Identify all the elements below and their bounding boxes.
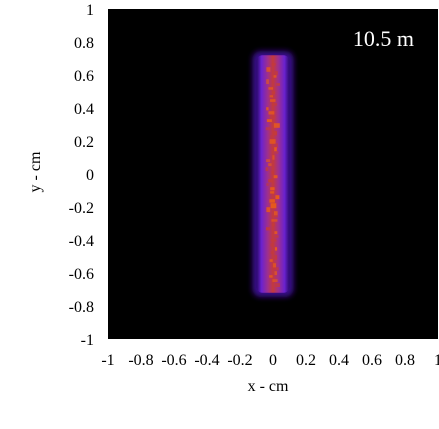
y-tick-label: 1 bbox=[86, 2, 94, 19]
x-tick-label: 0.8 bbox=[395, 352, 415, 369]
y-tick-labels: -1 -0.8 -0.6 -0.4 -0.2 0 0.2 0.4 0.6 0.8 1 bbox=[69, 2, 94, 349]
beam-core bbox=[265, 63, 280, 287]
y-tick-label: -0.6 bbox=[69, 266, 94, 283]
x-tick-labels: -1 -0.8 -0.6 -0.4 -0.2 0 0.2 0.4 0.6 0.8 1 bbox=[101, 352, 439, 369]
y-tick-label: -1 bbox=[81, 332, 94, 349]
y-tick-label: 0 bbox=[86, 167, 94, 184]
y-tick-label: 0.4 bbox=[74, 101, 94, 118]
x-tick-label: 0.4 bbox=[329, 352, 349, 369]
distance-annotation: 10.5 m bbox=[353, 26, 414, 51]
y-tick-label: 0.8 bbox=[74, 35, 94, 52]
x-tick-label: -0.4 bbox=[194, 352, 219, 369]
y-tick-label: -0.4 bbox=[69, 233, 94, 250]
x-tick-label: 0 bbox=[269, 352, 277, 369]
x-axis-label: x - cm bbox=[248, 378, 289, 395]
x-tick-label: -0.8 bbox=[128, 352, 153, 369]
y-tick-label: -0.8 bbox=[69, 299, 94, 316]
x-tick-label: 1 bbox=[434, 352, 439, 369]
x-tick-label: -1 bbox=[101, 352, 114, 369]
x-tick-label: 0.6 bbox=[362, 352, 382, 369]
x-tick-label: -0.6 bbox=[161, 352, 186, 369]
y-tick-label: 0.2 bbox=[74, 134, 94, 151]
x-tick-label: -0.2 bbox=[227, 352, 252, 369]
y-tick-label: -0.2 bbox=[69, 200, 94, 217]
y-axis-label: y - cm bbox=[27, 151, 44, 192]
x-tick-label: 0.2 bbox=[296, 352, 316, 369]
beam-layer bbox=[252, 51, 294, 297]
y-tick-label: 0.6 bbox=[74, 68, 94, 85]
